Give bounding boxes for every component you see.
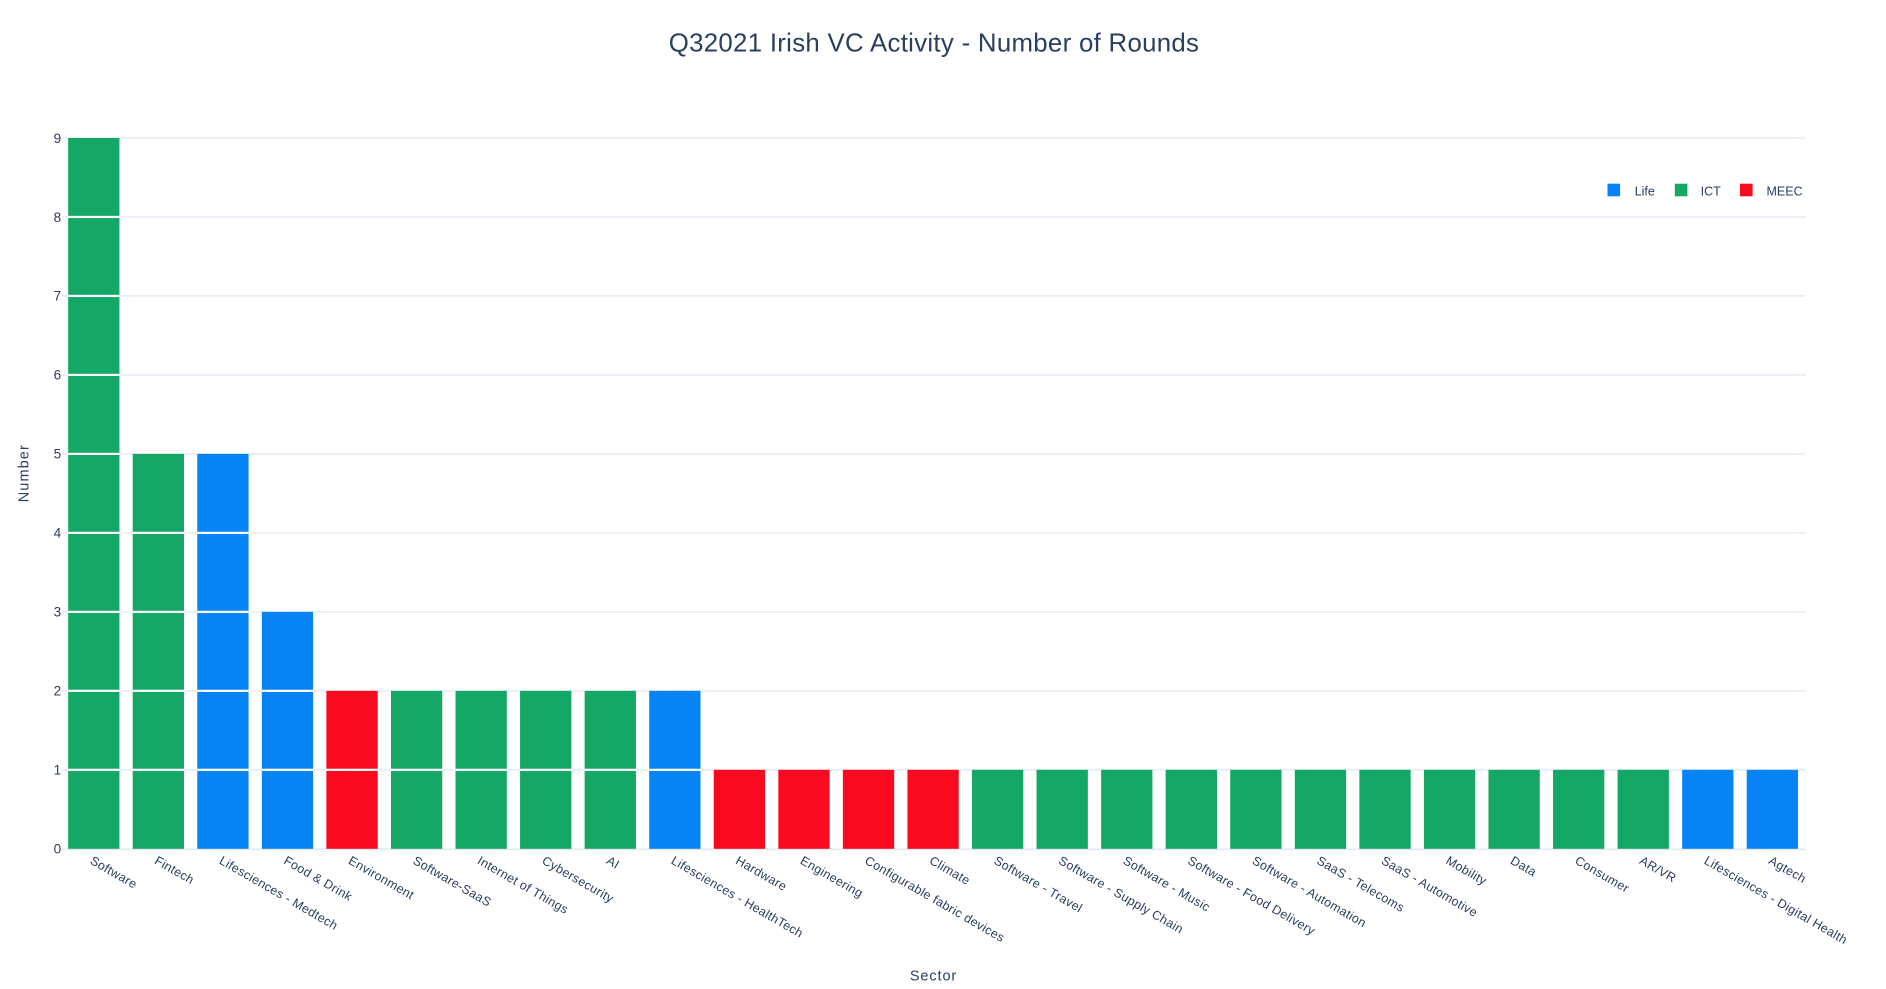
svg-text:MEEC: MEEC xyxy=(1767,184,1803,198)
svg-text:5: 5 xyxy=(54,447,62,462)
svg-text:3: 3 xyxy=(54,605,62,620)
svg-text:0: 0 xyxy=(54,842,62,857)
svg-text:4: 4 xyxy=(54,526,62,541)
svg-text:ICT: ICT xyxy=(1701,184,1722,198)
svg-text:6: 6 xyxy=(54,368,62,383)
svg-text:8: 8 xyxy=(54,210,62,225)
svg-text:AI: AI xyxy=(604,853,622,871)
svg-text:Sector: Sector xyxy=(910,968,957,984)
svg-text:Number: Number xyxy=(16,444,32,502)
svg-text:Life: Life xyxy=(1635,184,1655,198)
svg-text:2: 2 xyxy=(54,684,62,699)
svg-text:7: 7 xyxy=(54,289,62,304)
svg-text:Q32021 Irish VC Activity - Num: Q32021 Irish VC Activity - Number of Rou… xyxy=(669,29,1200,57)
svg-text:9: 9 xyxy=(54,131,62,146)
svg-text:1: 1 xyxy=(54,763,62,778)
